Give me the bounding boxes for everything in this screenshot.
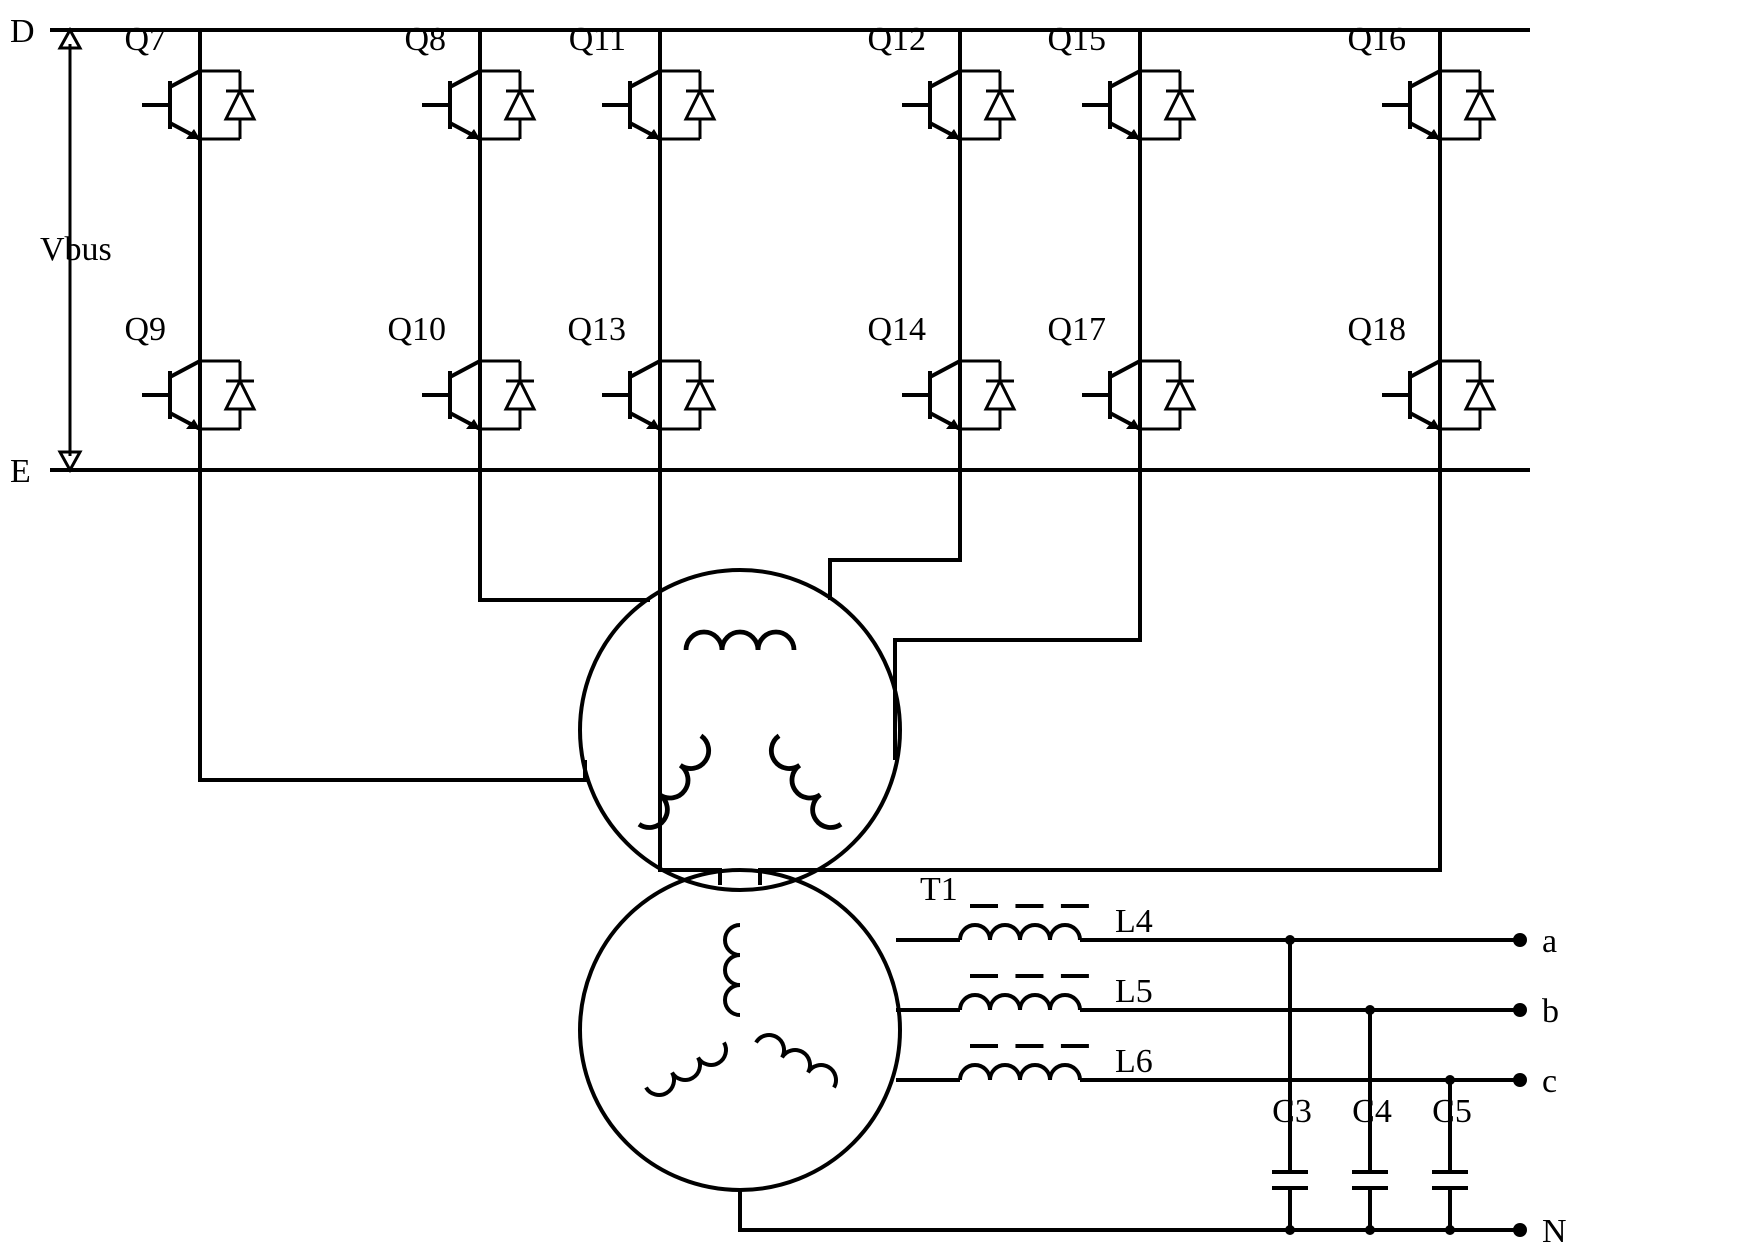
terminal-c-label: c <box>1542 1063 1557 1100</box>
terminal-a-label: a <box>1542 923 1557 960</box>
switch-q13: Q13 <box>567 311 714 470</box>
winding <box>756 1030 841 1088</box>
circuit-diagram: D E Vbus Q7 Q8 Q11 Q12 Q15 Q16 Q9 Q10 Q13 Q14 Q17 Q18 T… <box>0 0 1751 1254</box>
switch-q12: Q12 <box>867 21 1014 180</box>
winding <box>725 925 740 1015</box>
inductor-l5: L5 <box>940 973 1153 1010</box>
switch-q11-label: Q11 <box>569 21 626 58</box>
cap-c3: C3 <box>1272 1093 1312 1230</box>
inductor-l6: L6 <box>940 1043 1153 1080</box>
transformer-primary <box>580 570 900 890</box>
inductor-l4-label: L4 <box>1115 903 1153 940</box>
terminal-b <box>1513 1003 1527 1017</box>
terminal-n <box>1513 1223 1527 1237</box>
switch-q18-label: Q18 <box>1347 311 1406 348</box>
switch-q17-label: Q17 <box>1047 311 1106 348</box>
inductor-l5-label: L5 <box>1115 973 1153 1010</box>
switch-q18: Q18 <box>1347 311 1494 470</box>
winding <box>686 632 794 650</box>
vbus-label: Vbus <box>40 231 112 268</box>
switch-q14-label: Q14 <box>867 311 926 348</box>
switch-q15: Q15 <box>1047 21 1194 180</box>
winding <box>764 736 841 835</box>
inductor-l4: L4 <box>940 903 1153 940</box>
terminal-a <box>1513 933 1527 947</box>
switch-q16: Q16 <box>1347 21 1494 180</box>
switch-q10-label: Q10 <box>387 311 446 348</box>
terminal-b-label: b <box>1542 993 1559 1030</box>
cap-c3-label: C3 <box>1272 1093 1312 1130</box>
cap-c4: C4 <box>1352 1093 1392 1230</box>
switch-q17: Q17 <box>1047 311 1194 470</box>
switch-q8-label: Q8 <box>404 21 446 58</box>
switch-q16-label: Q16 <box>1347 21 1406 58</box>
terminal-n-label: N <box>1542 1213 1567 1250</box>
winding <box>646 1043 731 1101</box>
transformer-secondary <box>580 870 900 1190</box>
switch-q9-label: Q9 <box>124 311 166 348</box>
switch-q8: Q8 <box>404 21 534 180</box>
switch-q7: Q7 <box>124 21 254 180</box>
switch-q12-label: Q12 <box>867 21 926 58</box>
switch-q10: Q10 <box>387 311 534 470</box>
switch-q14: Q14 <box>867 311 1014 470</box>
inductor-l6-label: L6 <box>1115 1043 1153 1080</box>
rail-d-label: D <box>10 13 35 50</box>
switch-q9: Q9 <box>124 311 254 470</box>
terminal-c <box>1513 1073 1527 1087</box>
cap-c5-label: C5 <box>1432 1093 1472 1130</box>
rail-e-label: E <box>10 453 31 490</box>
cap-c4-label: C4 <box>1352 1093 1392 1130</box>
switch-q13-label: Q13 <box>567 311 626 348</box>
cap-c5: C5 <box>1432 1093 1472 1230</box>
switch-q7-label: Q7 <box>124 21 166 58</box>
switch-q15-label: Q15 <box>1047 21 1106 58</box>
transformer-label: T1 <box>920 871 958 908</box>
switch-q11: Q11 <box>569 21 714 180</box>
winding <box>639 736 716 835</box>
